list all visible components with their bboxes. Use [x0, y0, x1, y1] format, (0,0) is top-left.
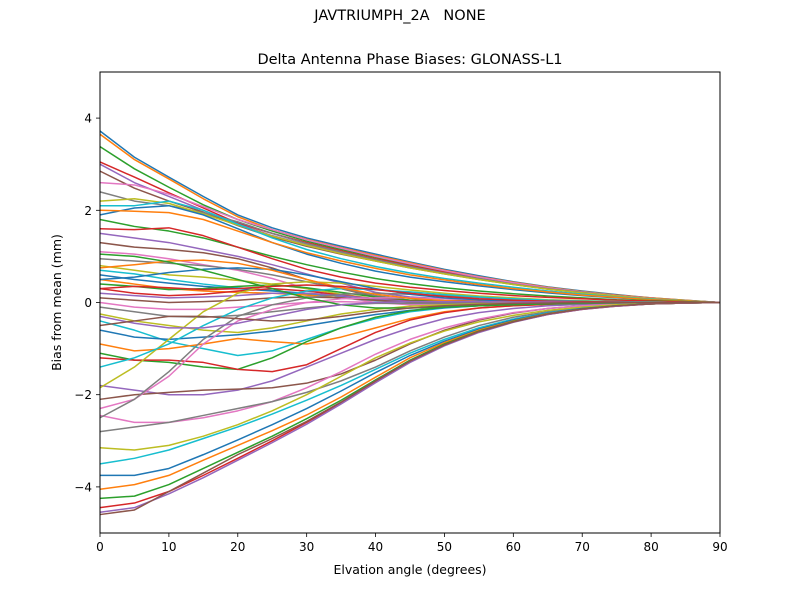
figure-suptitle: JAVTRIUMPH_2A NONE — [314, 8, 486, 24]
series-line-7 — [99, 181, 721, 304]
x-axis-label: Elvation angle (degrees) — [333, 562, 486, 577]
y-tick-label: 0 — [84, 296, 92, 310]
x-tick-label: 10 — [161, 540, 176, 554]
y-tick-label: 2 — [84, 204, 92, 218]
y-tick-label: −4 — [74, 480, 92, 494]
x-tick-label: 60 — [506, 540, 521, 554]
x-tick-label: 30 — [299, 540, 314, 554]
series-line-9 — [99, 198, 721, 304]
y-axis-label: Bias from mean (mm) — [49, 234, 64, 371]
x-tick-label: 80 — [643, 540, 658, 554]
chart-title: Delta Antenna Phase Biases: GLONASS-L1 — [257, 52, 562, 68]
series-line-14 — [99, 227, 721, 304]
x-tick-label: 90 — [712, 540, 727, 554]
x-tick-label: 70 — [575, 540, 590, 554]
series-line-4 — [99, 161, 721, 304]
series-line-38 — [99, 301, 721, 433]
y-tick-label: 4 — [84, 112, 92, 126]
y-tick-label: −2 — [74, 388, 92, 402]
x-tick-label: 40 — [368, 540, 383, 554]
x-tick-label: 0 — [96, 540, 104, 554]
x-axis-ticks: 0 10 20 30 40 50 60 70 80 90 — [96, 533, 728, 554]
series-layer — [99, 130, 721, 516]
series-line-3 — [99, 146, 721, 304]
series-line-39 — [99, 301, 721, 451]
x-tick-label: 20 — [230, 540, 245, 554]
series-line-56 — [99, 301, 720, 327]
y-axis-ticks: −4 −2 0 2 4 — [74, 112, 100, 494]
series-line-46 — [99, 301, 721, 516]
series-line-44 — [99, 301, 721, 509]
series-line-12 — [99, 209, 721, 304]
x-tick-label: 50 — [437, 540, 452, 554]
